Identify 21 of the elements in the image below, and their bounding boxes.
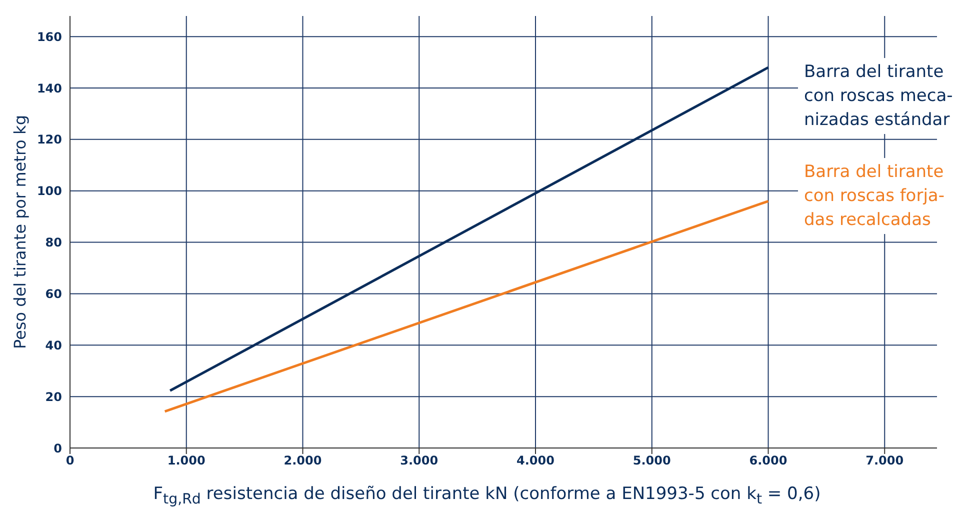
y-tick-label: 40 [45,338,62,352]
x-tick-label: 6.000 [749,454,788,468]
text: Barra del tirante con roscas meca- nizadas estándar [798,58,953,134]
y-tick-label: 140 [36,81,62,96]
x-tick-label: 7.000 [866,454,904,468]
y-tick-label: 20 [45,390,62,404]
x-tick-label: 5.000 [632,454,671,468]
x-axis-title: F$_{tg,Rd}$ resistencia de diseño del tirante kN (conforme a EN1993-5 con k$_{t}$ = 0,6) [152,484,822,508]
y-tick-label: 160 [36,30,62,44]
y-axis-title: Peso del tirante por metro kg [10,115,30,349]
x-tick-label: 1.000 [167,454,206,468]
y-tick-label: 0 [54,441,62,456]
y-tick-label: 60 [45,286,62,301]
x-tick-label: 0 [66,454,74,468]
y-tick-label: 120 [36,132,62,147]
text: Barra del tirante con roscas forja- das recalcadas [798,158,944,234]
y-tick-label: 80 [45,236,62,250]
x-tick-label: 4.000 [516,454,554,468]
y-tick-label: 100 [36,184,62,198]
x-tick-label: 3.000 [400,454,438,468]
x-tick-label: 2.000 [284,454,322,468]
